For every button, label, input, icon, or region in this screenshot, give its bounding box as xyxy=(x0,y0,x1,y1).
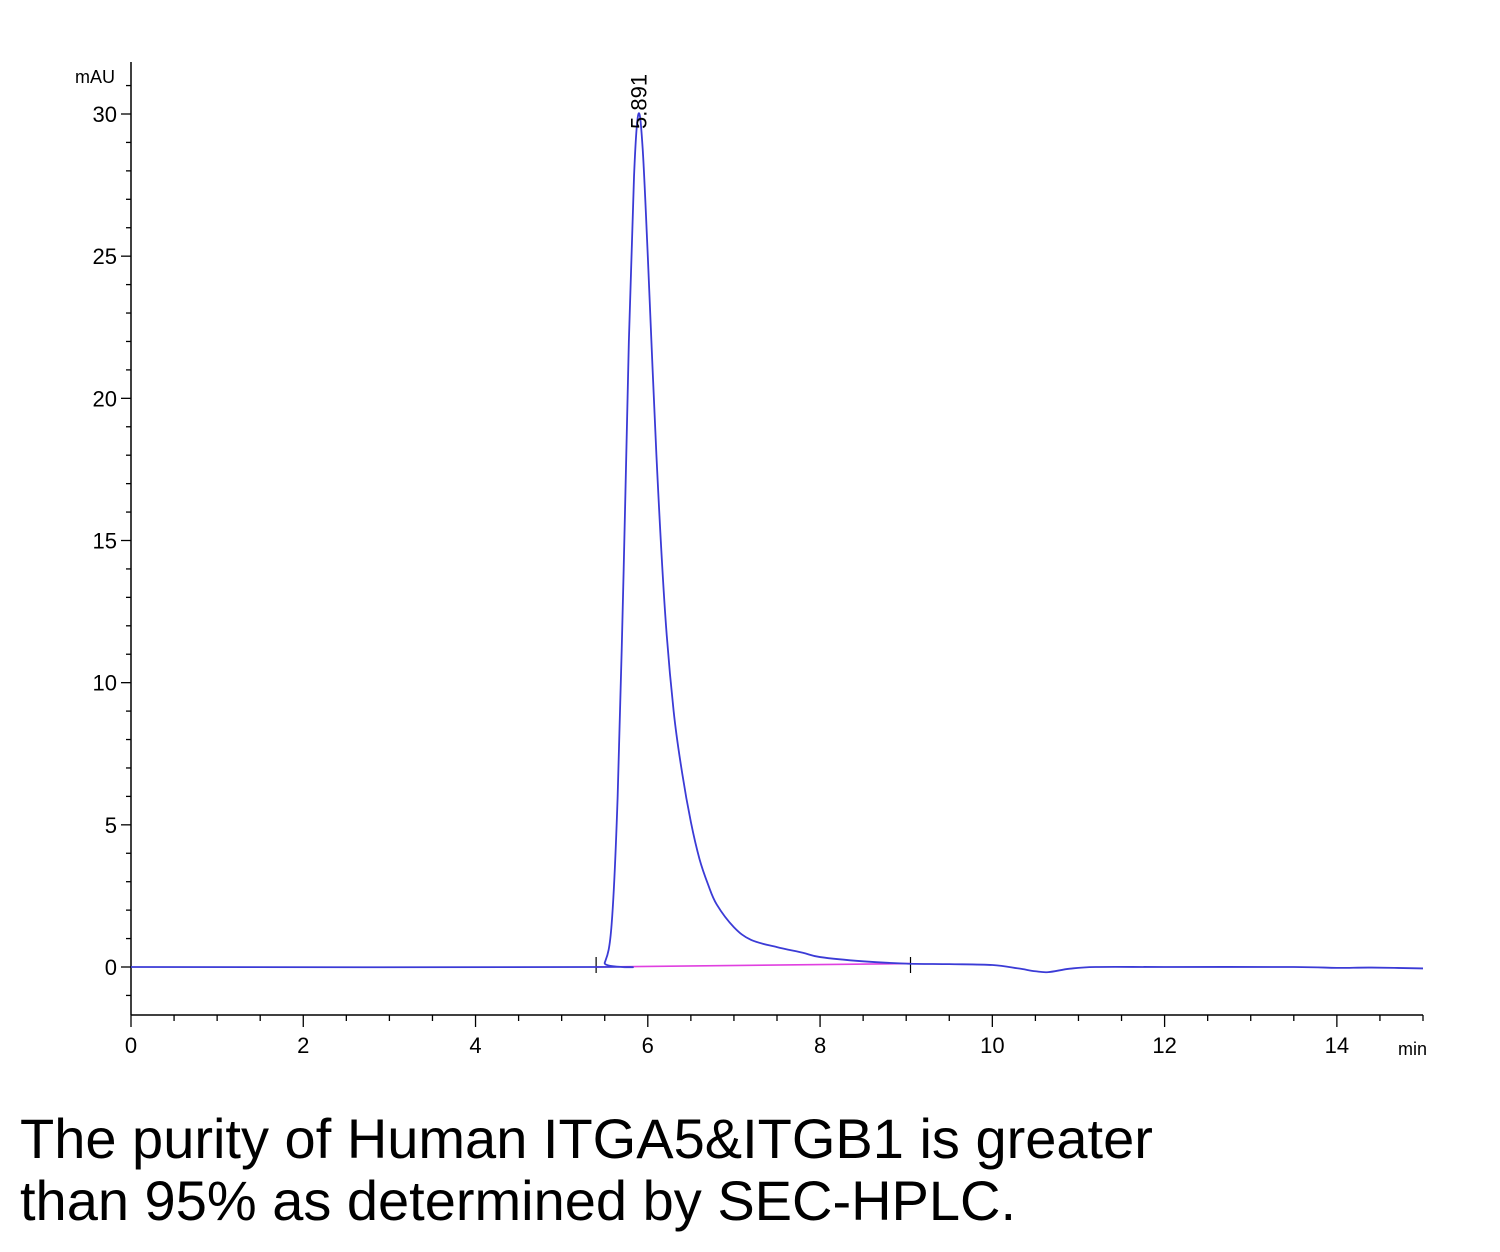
x-tick-label: 8 xyxy=(814,1033,826,1058)
chromatogram-chart: 0 5 10 15 20 25 30 0 2 4 6 8 10 12 14 5.891 mAU min xyxy=(75,62,1427,1059)
x-axis: 0 2 4 6 8 10 12 14 xyxy=(125,1014,1424,1058)
x-tick-label: 6 xyxy=(642,1033,654,1058)
y-axis-unit-label: mAU xyxy=(75,67,115,87)
integration-baseline xyxy=(596,962,911,968)
peak-retention-time-label: 5.891 xyxy=(626,74,651,129)
caption-line-2: than 95% as determined by SEC-HPLC. xyxy=(20,1169,1017,1232)
x-axis-unit-label: min xyxy=(1398,1039,1427,1059)
x-tick-label: 2 xyxy=(297,1033,309,1058)
y-tick-label: 5 xyxy=(105,813,117,838)
y-axis: 0 5 10 15 20 25 30 xyxy=(93,62,132,1015)
y-tick-label: 30 xyxy=(93,102,117,127)
x-tick-label: 14 xyxy=(1325,1033,1349,1058)
plot-area: 5.891 xyxy=(130,74,1424,974)
x-tick-label: 4 xyxy=(469,1033,481,1058)
y-tick-label: 25 xyxy=(93,244,117,269)
y-tick-label: 20 xyxy=(93,386,117,411)
y-tick-label: 15 xyxy=(93,529,117,554)
figure-caption: The purity of Human ITGA5&ITGB1 is great… xyxy=(20,1108,1480,1232)
x-tick-label: 0 xyxy=(125,1033,137,1058)
x-tick-label: 10 xyxy=(980,1033,1004,1058)
y-tick-label: 0 xyxy=(105,955,117,980)
y-tick-label: 10 xyxy=(93,671,117,696)
chromatogram-trace xyxy=(130,112,1424,974)
x-tick-label: 12 xyxy=(1152,1033,1176,1058)
caption-line-1: The purity of Human ITGA5&ITGB1 is great… xyxy=(20,1107,1153,1170)
